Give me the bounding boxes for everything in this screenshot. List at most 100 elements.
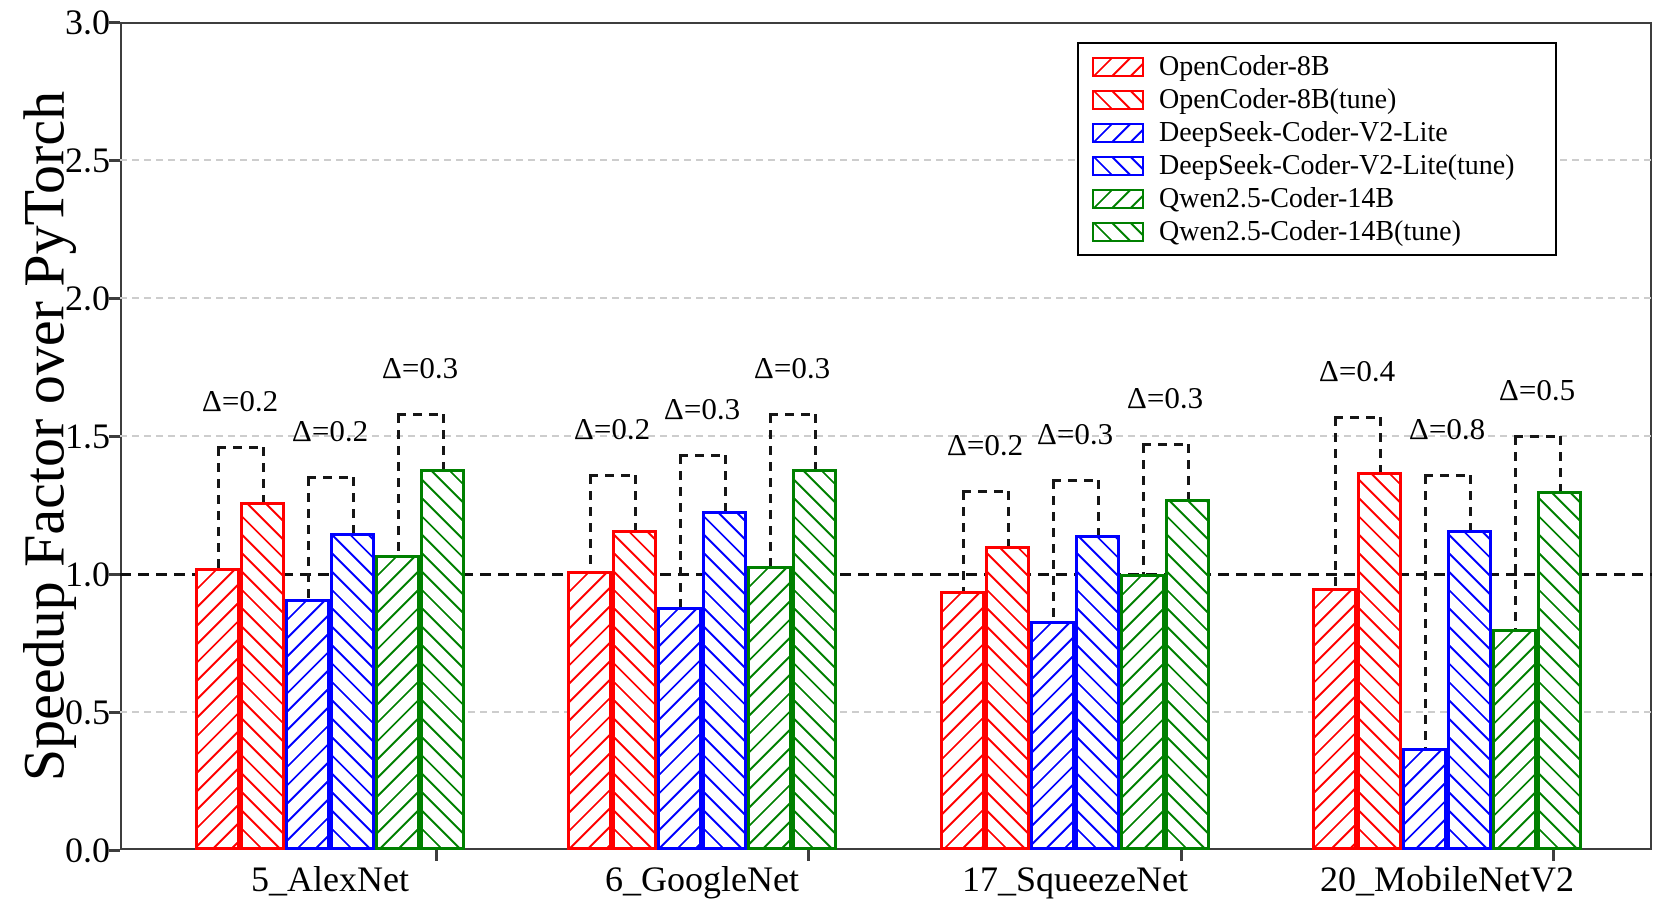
bar [1075,535,1120,850]
delta-bracket-top [961,490,1009,494]
delta-bracket-top [1141,443,1189,447]
legend-item: Qwen2.5-Coder-14B(tune) [1079,215,1555,248]
delta-bracket-left [1333,416,1337,588]
bar [1165,499,1210,850]
x-tick-mark [807,850,810,861]
legend-swatch-hatch-icon [1092,221,1144,242]
delta-label: Δ=0.5 [1498,372,1576,407]
delta-bracket-right [261,447,265,503]
delta-label: Δ=0.2 [291,413,369,449]
delta-label: Δ=0.3 [381,349,459,385]
y-tick-mark [109,297,120,300]
legend-item: DeepSeek-Coder-V2-Lite(tune) [1079,149,1555,182]
y-tick-label: 1.0 [65,554,110,594]
delta-bracket-left [1513,436,1517,630]
grid-line [120,711,1652,713]
delta-bracket-left [216,447,220,569]
legend-item: Qwen2.5-Coder-14B [1079,182,1555,215]
delta-bracket-top [1423,473,1471,477]
delta-bracket-top [768,412,816,416]
delta-label: Δ=0.2 [573,410,651,446]
legend-label: DeepSeek-Coder-V2-Lite(tune) [1159,149,1515,181]
delta-bracket-top [588,473,636,477]
legend-swatch-hatch-icon [1092,89,1144,110]
bar [1120,574,1165,850]
bar [375,554,420,850]
y-tick-mark [109,21,120,24]
delta-bracket-top [1333,415,1381,419]
delta-label: Δ=0.3 [1126,380,1204,416]
bar [940,590,985,850]
bar [1402,747,1447,850]
delta-bracket-right [1378,416,1382,472]
delta-bracket-right [813,413,817,470]
bar [1447,529,1492,850]
delta-bracket-left [768,413,772,566]
x-tick-label: 20_MobileNetV2 [1320,859,1574,899]
y-tick-label: 2.5 [65,140,110,180]
y-tick-mark [109,573,120,576]
y-tick-label: 3.0 [65,2,110,42]
delta-bracket-top [396,412,444,416]
legend-item: OpenCoder-8B(tune) [1079,83,1555,116]
bar [330,532,375,850]
delta-bracket-left [678,455,682,608]
delta-bracket-right [1006,491,1010,547]
bar [1537,491,1582,850]
delta-label: Δ=0.3 [663,391,741,427]
legend-item: OpenCoder-8B [1079,50,1555,83]
delta-bracket-right [633,474,637,530]
reference-line [120,573,1652,576]
y-tick-label: 2.0 [65,278,110,318]
grid-line [120,435,1652,437]
delta-bracket-left [588,474,592,572]
x-tick-mark [1180,850,1183,861]
bar [747,565,792,850]
legend-label: OpenCoder-8B(tune) [1159,83,1397,115]
legend-swatch-hatch-icon [1092,122,1144,143]
delta-bracket-right [441,413,445,470]
legend-label: Qwen2.5-Coder-14B(tune) [1159,215,1461,247]
bar [195,568,240,850]
legend-swatch-hatch-icon [1092,56,1144,77]
delta-bracket-top [678,454,726,458]
delta-bracket-right [1558,436,1562,492]
delta-label: Δ=0.3 [753,349,831,385]
bar [1357,471,1402,850]
delta-bracket-left [961,491,965,591]
legend-item: DeepSeek-Coder-V2-Lite [1079,116,1555,149]
bar [985,546,1030,850]
y-tick-label: 0.0 [65,830,110,870]
bar [567,571,612,850]
delta-bracket-left [1141,444,1145,574]
bar [1492,629,1537,850]
delta-bracket-right [1186,444,1190,500]
delta-bracket-right [1468,474,1472,530]
legend-swatch-hatch-icon [1092,155,1144,176]
delta-bracket-left [306,477,310,599]
y-tick-label: 0.5 [65,692,110,732]
delta-label: Δ=0.8 [1408,410,1486,446]
bar [657,607,702,850]
delta-label: Δ=0.4 [1318,352,1396,388]
grid-line [120,297,1652,299]
delta-label: Δ=0.2 [946,427,1024,463]
delta-bracket-top [1051,479,1099,483]
delta-bracket-top [216,446,264,450]
x-tick-label: 5_AlexNet [251,859,409,899]
delta-label: Δ=0.3 [1036,416,1114,452]
y-tick-mark [109,159,120,162]
grid-line [120,159,1652,161]
legend-label: Qwen2.5-Coder-14B [1159,182,1395,214]
delta-bracket-left [1051,480,1055,621]
legend-label: OpenCoder-8B [1159,50,1330,82]
y-tick-label: 1.5 [65,416,110,456]
delta-bracket-right [723,455,727,511]
y-tick-mark [109,711,120,714]
delta-bracket-top [306,476,354,480]
y-tick-mark [109,435,120,438]
delta-bracket-top [1513,435,1561,438]
bar [420,469,465,850]
legend: OpenCoder-8B OpenCoder-8B(tune) DeepSeek… [1077,42,1557,256]
delta-bracket-left [1423,474,1427,748]
